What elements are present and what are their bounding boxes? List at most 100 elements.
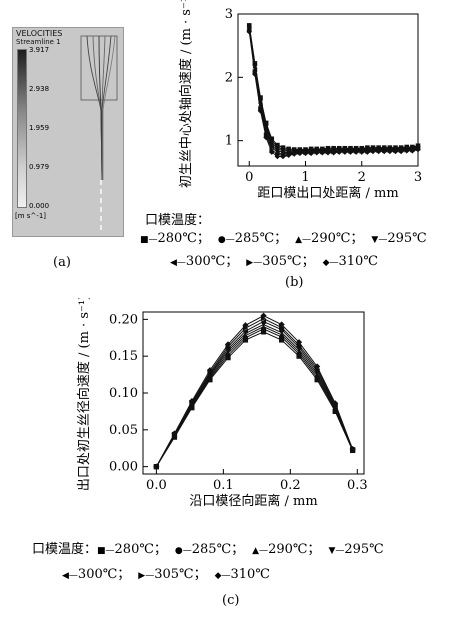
contour-title: VELOCITIES [16, 29, 63, 38]
x-axis-label: 沿口模径向距离 / mm [189, 493, 317, 509]
data-point [387, 148, 393, 155]
legend-marker: ▶— [246, 258, 263, 268]
data-point [206, 367, 214, 374]
data-point [347, 149, 354, 155]
legend-title-b: 口模温度： [145, 213, 211, 228]
series-line [248, 31, 419, 157]
data-point [314, 363, 321, 370]
data-point [375, 148, 382, 155]
y-tick-label: 0.15 [109, 349, 138, 364]
legend-item: ◀—300℃； [170, 254, 239, 269]
scale-value: 3.917 [29, 46, 50, 54]
legend-label: 280℃ [114, 542, 154, 557]
legend-title: 口模温度： [32, 542, 98, 557]
data-point [280, 153, 286, 160]
legend-marker: ▲— [295, 235, 312, 245]
data-point [313, 149, 320, 156]
x-tick-label: 0.2 [280, 478, 301, 493]
plot-frame [237, 13, 419, 167]
series-line [248, 27, 419, 152]
legend-item: ●—285℃； [217, 231, 288, 246]
series-line [155, 321, 354, 467]
data-point [260, 312, 267, 319]
data-point [285, 152, 292, 159]
series-line [248, 29, 419, 155]
data-point [274, 153, 281, 160]
legend-item: ▲—290℃； [295, 231, 364, 246]
data-point [398, 148, 404, 155]
legend-label: 290℃ [311, 231, 351, 246]
data-point [342, 149, 348, 155]
data-point [415, 146, 421, 153]
data-point [246, 28, 253, 35]
streamlines-figure [80, 35, 118, 230]
data-point [403, 148, 410, 154]
data-point [409, 148, 416, 154]
legend-item: ▼—295℃ [371, 231, 426, 246]
legend-item: ▼—295℃ [328, 542, 383, 557]
unit-label: [m s^-1] [15, 212, 46, 220]
legend-label: 305℃ [262, 254, 302, 269]
legend-item: ●—285℃； [174, 542, 245, 557]
legend-marker: ▼— [371, 235, 388, 245]
data-point [353, 149, 359, 155]
y-tick-label: 0.10 [109, 386, 138, 401]
legend-label: 290℃ [268, 542, 308, 557]
legend-label: 280℃ [157, 231, 197, 246]
legend-marker: ●— [217, 235, 235, 245]
legend-c: 口模温度：■—280℃； ●—285℃； ▲—290℃； ▼—295℃ ◀—300℃； ▶… [32, 538, 462, 588]
data-point [275, 148, 280, 154]
legend-marker: ▶— [138, 571, 155, 581]
legend-label: 295℃ [344, 542, 384, 557]
data-point [319, 149, 326, 156]
data-point [269, 144, 275, 150]
x-tick-label: 0.3 [347, 478, 368, 493]
panel-a-label: (a) [53, 255, 71, 270]
y-axis-label: 出口处初生丝径向速度 / (m · s⁻¹) [76, 298, 92, 491]
y-tick-label: 0.20 [109, 312, 138, 327]
legend-row: 口模温度：■—280℃； ●—285℃； ▲—290℃； ▼—295℃ [32, 538, 462, 563]
legend-row: ◀—300℃； ▶—305℃； ◆—310℃ [32, 563, 462, 588]
chart-c: 0.0 0.1 0.2 0.3 0.00 0.05 0.10 0.15 0.20 沿口模径向距离 … [76, 298, 368, 509]
x-tick-label: 0.0 [146, 478, 167, 493]
legend-item: ◀—300℃； [62, 567, 131, 582]
data-point [358, 149, 365, 155]
colorbar [17, 49, 27, 208]
x-axis-label: 距口模出口处距离 / mm [257, 185, 398, 201]
data-point [263, 130, 269, 135]
data-point [275, 150, 280, 155]
legend-marker: ▲— [252, 546, 269, 556]
panel-b-label: (b) [285, 275, 304, 290]
legend-marker: ◀— [62, 571, 78, 581]
data-point [392, 148, 399, 155]
x-tick-label: 0.1 [213, 478, 234, 493]
data-point [381, 148, 388, 155]
series-line [155, 323, 354, 467]
legend-label: 310℃ [230, 567, 270, 582]
data-point [364, 149, 371, 155]
legend-marker: ■— [140, 235, 158, 245]
data-point [295, 339, 303, 346]
contour-subtitle: Streamline 1 [16, 38, 61, 46]
legend-label: 300℃ [185, 254, 226, 269]
legend-item: ■—280℃； [97, 542, 167, 557]
panel-c-label: (c) [222, 593, 240, 608]
data-point [370, 148, 376, 155]
y-tick-label: 3 [225, 7, 233, 22]
y-tick-label: 0.05 [109, 423, 138, 438]
chart-b: 0 1 2 3 1 2 3 距口模出口处距离 / mm 初生丝中心处轴向速度 / (m · s⁻… [178, 0, 422, 201]
x-tick-label: 2 [358, 170, 366, 185]
data-point [278, 321, 285, 328]
legend-marker: ◀— [170, 258, 186, 268]
data-point [325, 149, 331, 156]
x-tick-label: 3 [414, 170, 422, 185]
legend-label: 285℃ [234, 231, 275, 246]
legend-item: ▲—290℃； [252, 542, 321, 557]
series-line [248, 28, 419, 154]
legend-label: 295℃ [387, 231, 427, 246]
data-point [171, 430, 178, 437]
data-point [330, 149, 337, 156]
legend-row: ◀—300℃； ▶—305℃； ◆—310℃ [140, 251, 460, 274]
series-line [155, 328, 354, 467]
data-point [280, 149, 286, 155]
